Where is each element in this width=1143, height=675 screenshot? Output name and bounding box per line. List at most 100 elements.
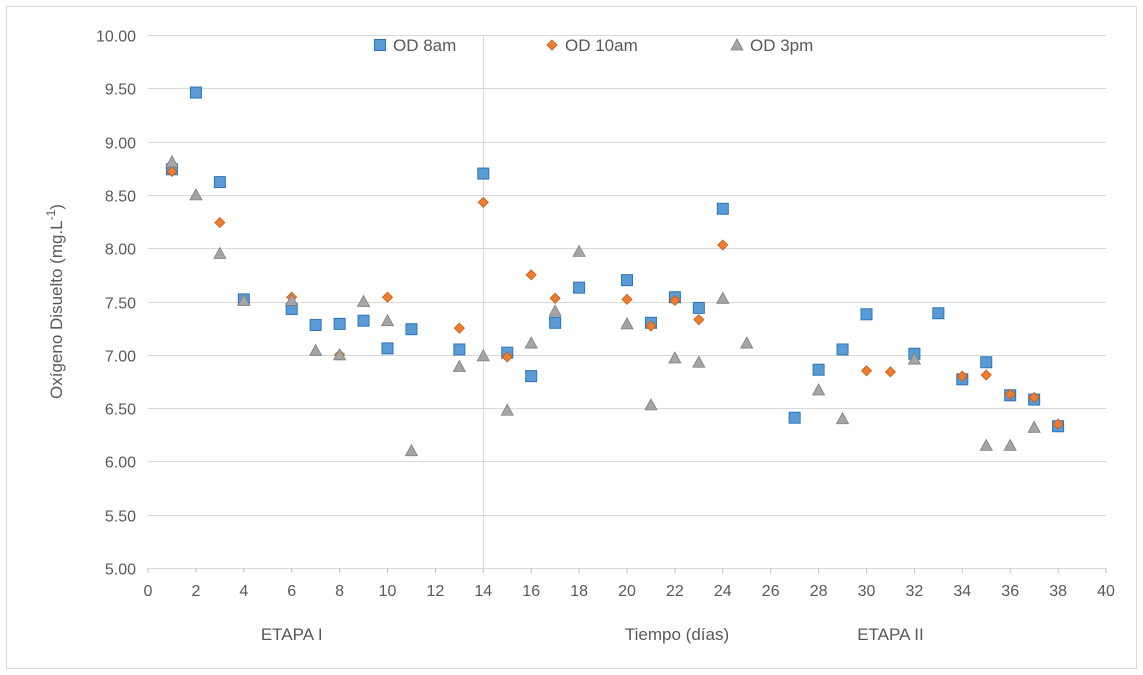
data-point xyxy=(812,363,825,376)
x-tick-label: 16 xyxy=(522,583,540,600)
data-point xyxy=(811,383,826,396)
x-tick-label: 14 xyxy=(474,583,492,600)
data-point xyxy=(692,301,705,314)
data-point xyxy=(549,292,561,304)
x-tick-label: 2 xyxy=(191,583,200,600)
data-point xyxy=(1003,438,1017,451)
y-tick-label: 5.50 xyxy=(105,509,136,526)
y-tick-label: 7.50 xyxy=(105,296,136,313)
data-point xyxy=(860,365,873,377)
data-point xyxy=(405,323,418,336)
data-point xyxy=(189,188,203,201)
y-tick-label: 6.50 xyxy=(105,402,136,419)
data-point xyxy=(380,313,395,327)
data-point xyxy=(980,369,992,381)
data-point xyxy=(716,291,730,304)
data-point xyxy=(836,343,849,356)
data-point xyxy=(788,411,801,424)
data-point xyxy=(932,307,945,320)
legend-marker xyxy=(546,39,558,51)
x-tick-label: 22 xyxy=(666,583,684,600)
data-point xyxy=(668,351,682,364)
data-point xyxy=(357,314,370,327)
y-tick-label: 10.00 xyxy=(96,29,136,46)
data-point xyxy=(500,403,514,416)
annotations: ETAPA I ETAPA II xyxy=(261,625,924,644)
data-point xyxy=(332,347,347,361)
data-point xyxy=(404,443,419,457)
chart-frame xyxy=(6,6,1137,669)
x-tick-label: 4 xyxy=(239,583,248,600)
data-point xyxy=(979,438,993,451)
data-point xyxy=(452,359,467,372)
data-point xyxy=(693,314,705,326)
x-tick-label: 18 xyxy=(570,583,588,600)
data-point xyxy=(717,239,729,251)
data-point xyxy=(620,317,634,330)
data-point xyxy=(381,291,394,303)
data-point xyxy=(621,293,633,305)
data-point xyxy=(453,343,466,356)
x-tick-label: 0 xyxy=(144,583,153,600)
data-point xyxy=(165,155,179,168)
x-tick-label: 34 xyxy=(953,583,971,600)
y-tick-label: 5.00 xyxy=(105,562,136,579)
series-triangle xyxy=(165,155,1041,457)
x-tick-label: 40 xyxy=(1097,583,1115,600)
data-point xyxy=(477,167,490,180)
x-tick-label: 10 xyxy=(379,583,397,600)
y-tick-label: 6.00 xyxy=(105,455,136,472)
data-point xyxy=(549,316,562,329)
data-point xyxy=(573,281,586,294)
x-tick-label: 32 xyxy=(906,583,924,600)
data-point xyxy=(835,411,850,425)
y-axis-ticks: 5.00 5.50 6.00 6.50 7.00 7.50 8.00 8.50 9.00 9.50… xyxy=(96,29,136,579)
legend-label: OD 10am xyxy=(565,36,638,55)
x-axis-ticks: 0 2 4 6 8 10 12 14 16 18 20 22 24 26 28 30 32 34 36 38 40 xyxy=(144,568,1115,600)
data-point xyxy=(308,343,323,356)
data-point xyxy=(621,274,633,287)
legend: OD 8am OD 10am OD 3pm xyxy=(374,36,813,55)
x-tick-label: 26 xyxy=(762,583,780,600)
data-point xyxy=(333,317,346,330)
y-tick-label: 8.00 xyxy=(105,242,136,259)
data-point xyxy=(525,370,538,383)
y-tick-label: 9.50 xyxy=(105,82,136,99)
data-point xyxy=(501,351,513,363)
legend-marker xyxy=(730,38,744,51)
data-point xyxy=(525,269,537,281)
stage-label: ETAPA II xyxy=(857,625,923,644)
data-point xyxy=(548,304,562,317)
data-point xyxy=(1004,388,1016,400)
data-point xyxy=(309,318,322,331)
y-axis-title-superscript: -1 xyxy=(44,209,58,220)
data-point xyxy=(237,293,251,306)
data-point xyxy=(644,398,658,411)
data-point xyxy=(1027,420,1041,433)
y-axis-title-main: Oxígeno Disuelto (mg.L xyxy=(47,220,66,399)
legend-label: OD 8am xyxy=(393,36,456,55)
x-tick-label: 6 xyxy=(287,583,296,600)
data-point xyxy=(716,202,729,215)
legend-marker xyxy=(374,39,386,51)
data-point xyxy=(884,366,897,378)
data-point xyxy=(1028,391,1040,404)
data-series xyxy=(165,86,1065,457)
x-tick-label: 24 xyxy=(714,583,732,600)
data-point xyxy=(980,356,993,369)
x-tick-label: 36 xyxy=(1001,583,1019,600)
data-point xyxy=(285,293,299,306)
legend-label: OD 3pm xyxy=(750,36,813,55)
data-point xyxy=(213,176,226,189)
y-tick-label: 8.50 xyxy=(105,189,136,206)
data-point xyxy=(381,342,394,355)
data-point xyxy=(189,86,202,99)
y-tick-label: 7.00 xyxy=(105,349,136,366)
x-tick-label: 8 xyxy=(335,583,344,600)
data-point xyxy=(166,165,178,178)
stage-label: ETAPA I xyxy=(261,625,323,644)
y-axis-title: Oxígeno Disuelto (mg.L-1) xyxy=(44,204,66,399)
data-point xyxy=(214,217,226,229)
x-axis-title: Tiempo (días) xyxy=(625,625,729,644)
data-point xyxy=(453,322,465,334)
